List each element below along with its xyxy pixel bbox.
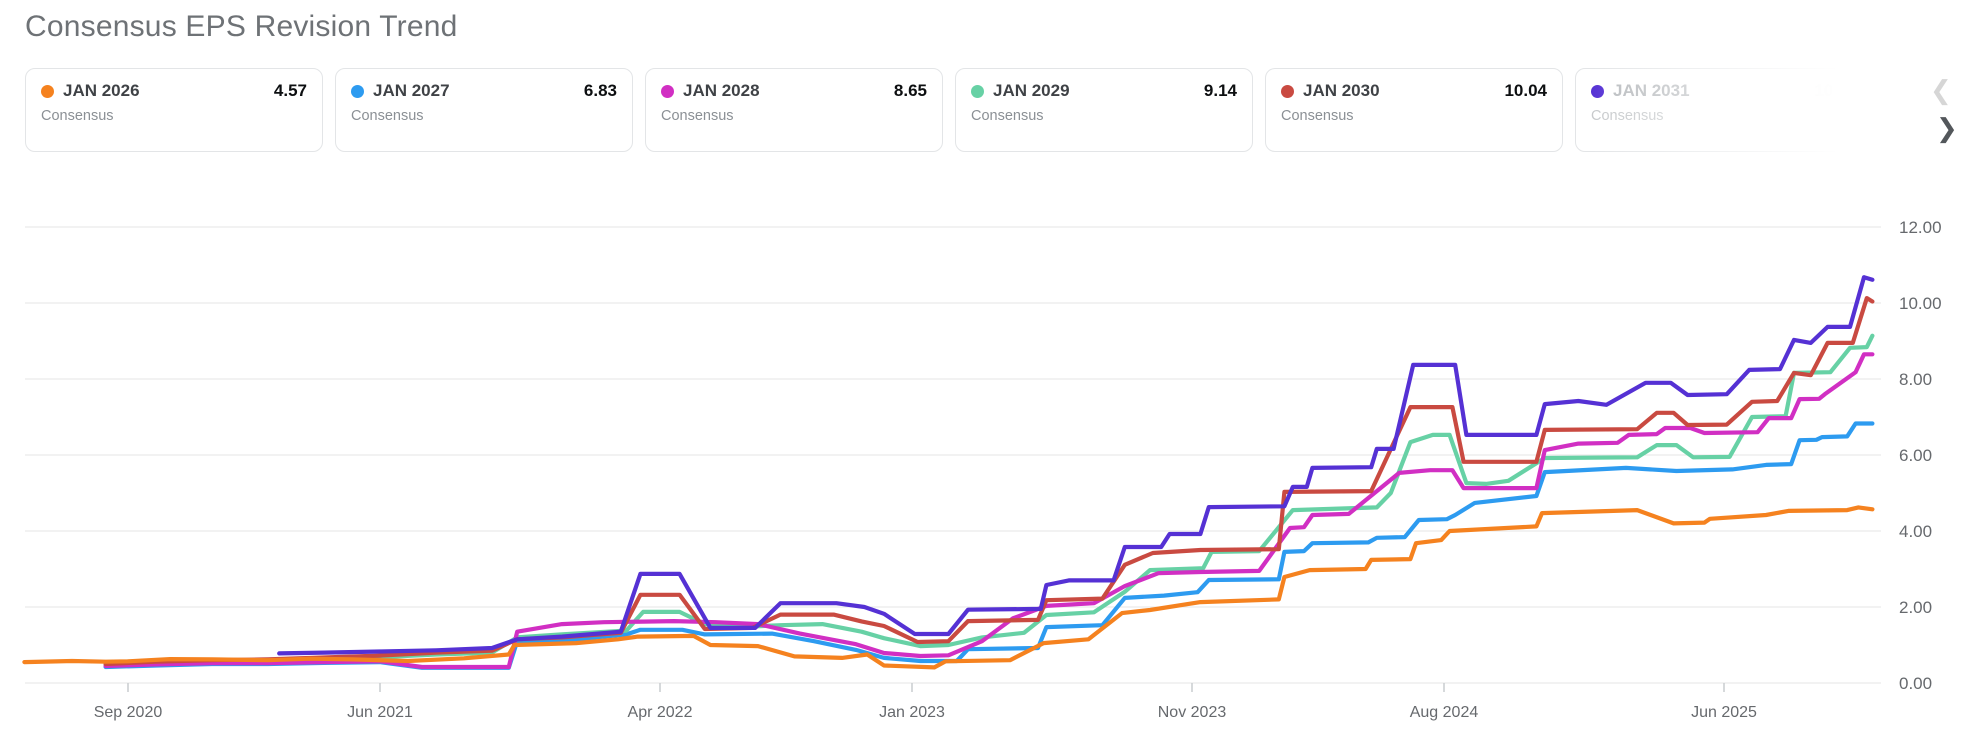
legend-card-label: JAN 2027 [373,81,450,100]
x-axis-label: Jan 2023 [879,704,945,721]
legend-card-label: JAN 2031 [1613,81,1690,100]
series-color-dot [41,84,54,98]
series-line-jan-2027-consensus[interactable] [103,421,1875,670]
legend-card-jan-2030[interactable]: JAN 2030 10.04 Consensus [1265,68,1563,152]
legend-next-button[interactable]: ❯ [1936,116,1958,142]
x-axis-label: Jun 2021 [347,704,413,721]
y-axis-label-8.00: 8.00 [1899,370,1932,389]
legend-card-jan-2029[interactable]: JAN 2029 9.14 Consensus [955,68,1253,152]
legend-card-value: 8.65 [893,81,927,100]
legend-card-jan-2031[interactable]: JAN 2031 10.61 Consensus [1575,68,1873,152]
y-axis-label-6.00: 6.00 [1899,446,1932,465]
x-axis-label: Aug 2024 [1410,704,1479,721]
legend-card-value: 6.83 [583,81,617,100]
legend-card-sub: Consensus [1281,108,1354,124]
page-title: Consensus EPS Revision Trend [25,10,458,43]
legend-prev-button[interactable]: ❮ [1930,78,1952,104]
legend-card-jan-2026[interactable]: JAN 2026 4.57 Consensus [25,68,323,152]
series-line-jan-2029-consensus[interactable] [103,333,1875,667]
legend-card-sub: Consensus [41,108,114,124]
legend-card-sub: Consensus [661,108,734,124]
x-axis-label: Apr 2022 [628,704,693,721]
legend-card-value: 9.14 [1203,81,1237,100]
legend-card-label: JAN 2028 [683,81,760,100]
series-line-jan-2028-consensus[interactable] [103,352,1875,670]
series-color-dot [1281,84,1294,98]
x-axis-label: Jun 2025 [1691,704,1757,721]
series-color-dot [351,84,364,98]
series-color-dot [661,84,674,98]
legend-cards: JAN 2026 4.57 Consensus JAN 2027 6.83 Consens… [25,68,1873,152]
y-axis-label-12.00: 12.00 [1899,218,1942,237]
legend-card-sub: Consensus [351,108,424,124]
legend-card-sub: Consensus [1591,108,1664,124]
series-line-jan-2031-consensus[interactable] [277,275,1875,656]
series-color-dot [971,84,984,98]
legend-card-label: JAN 2026 [63,81,140,100]
chevron-right-icon: ❯ [1936,114,1958,144]
legend-card-value: 10.61 [1814,81,1857,100]
legend-card-sub: Consensus [971,108,1044,124]
x-axis-label: Sep 2020 [94,704,163,721]
legend-card-jan-2028[interactable]: JAN 2028 8.65 Consensus [645,68,943,152]
legend-card-jan-2027[interactable]: JAN 2027 6.83 Consensus [335,68,633,152]
legend-card-value: 4.57 [273,81,307,100]
legend-card-value: 10.04 [1504,81,1547,100]
y-axis-label-2.00: 2.00 [1899,598,1932,617]
series-color-dot [1591,84,1604,98]
x-axis-label: Nov 2023 [1158,704,1227,721]
series-line-jan-2026-consensus[interactable] [22,505,1875,670]
legend-card-label: JAN 2030 [1303,81,1380,100]
legend-card-label: JAN 2029 [993,81,1070,100]
y-axis-label-0.00: 0.00 [1899,674,1932,693]
y-axis-label-4.00: 4.00 [1899,522,1932,541]
y-axis-label-10.00: 10.00 [1899,294,1942,313]
chevron-left-icon: ❮ [1930,76,1952,106]
